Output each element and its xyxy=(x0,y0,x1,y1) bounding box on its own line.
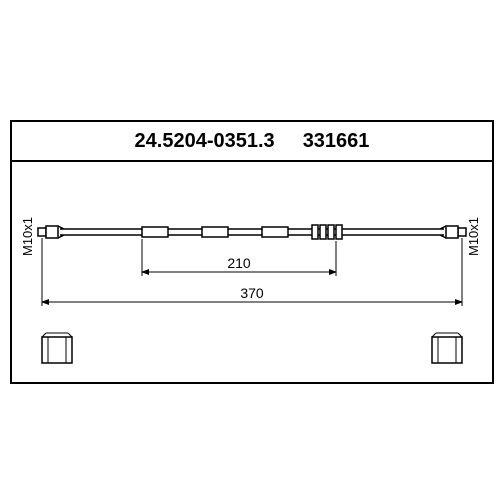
thread-right-label: M10x1 xyxy=(466,217,481,256)
drawing-canvas: M10x1 M10x1 210 370 xyxy=(12,162,492,382)
drawing-frame: 24.5204-0351.3 331661 M10x1 M10x1 210 370 xyxy=(10,120,494,384)
dimension-total: 370 xyxy=(240,285,264,301)
part-number: 24.5204-0351.3 xyxy=(135,130,275,153)
title-block: 24.5204-0351.3 331661 xyxy=(12,122,492,162)
dimension-inner: 210 xyxy=(227,255,251,271)
technical-drawing: M10x1 M10x1 210 370 xyxy=(12,162,492,382)
reference-number: 331661 xyxy=(303,130,370,153)
thread-left-label: M10x1 xyxy=(20,217,35,256)
